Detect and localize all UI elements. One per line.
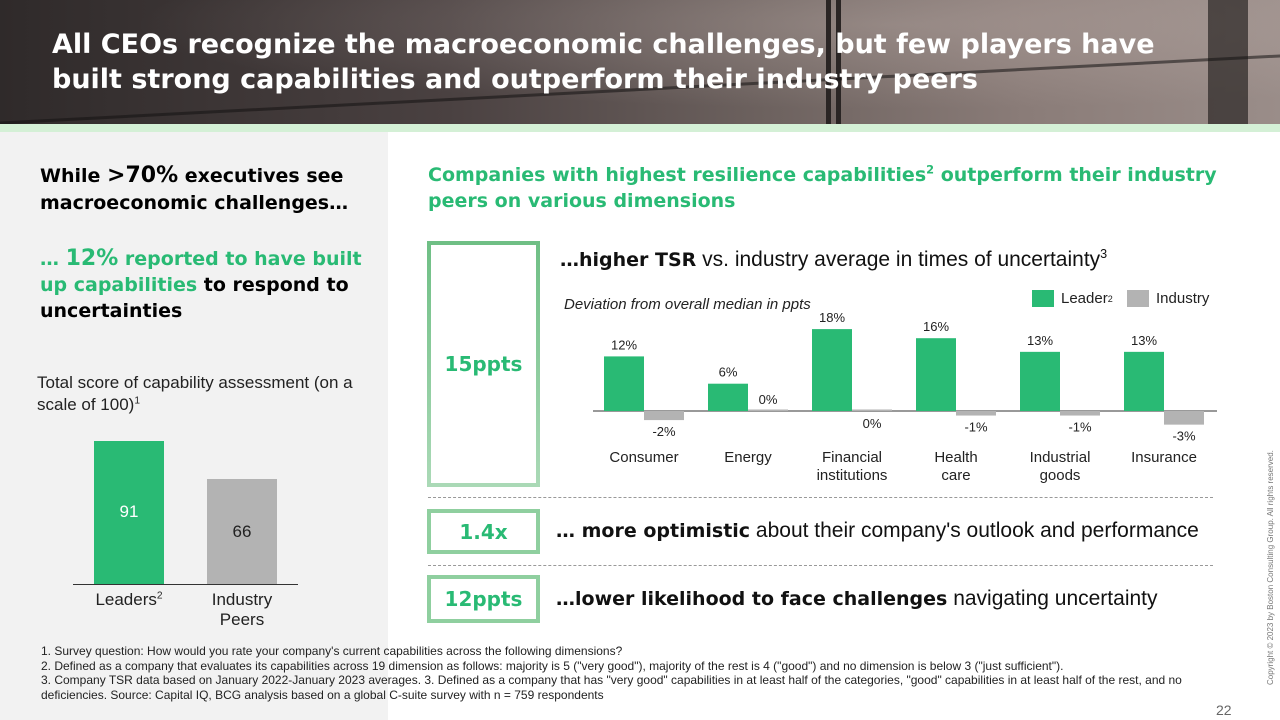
industry-bar-industrial-goods	[1060, 411, 1100, 416]
left-panel	[0, 132, 388, 720]
category-label: Energy	[724, 449, 772, 466]
category-label: Industrial	[1030, 449, 1091, 466]
industry-bar-insurance	[1164, 411, 1204, 425]
data-label: 13%	[1027, 333, 1053, 348]
category-label: Consumer	[609, 449, 678, 466]
category-label: Financial	[822, 449, 882, 466]
peers-score-value: 66	[232, 521, 252, 541]
header-banner: All CEOs recognize the macroeconomic cha…	[0, 0, 1280, 124]
data-label: 0%	[759, 392, 778, 407]
copyright: Copyright © 2023 by Boston Consulting Gr…	[1266, 450, 1275, 685]
tsr-headline: …higher TSR vs. industry average in time…	[560, 247, 1108, 271]
bridge-pylon	[1208, 0, 1248, 124]
bridge-pylon	[826, 0, 831, 124]
data-label: 0%	[863, 416, 882, 431]
footnote: 2. Defined as a company that evaluates i…	[41, 658, 1064, 673]
category-label: Health	[934, 449, 977, 466]
optimism-badge: 1.4x	[427, 509, 540, 554]
legend-industry-swatch	[1127, 290, 1149, 307]
right-section-title: Companies with highest resilience capabi…	[428, 162, 1217, 212]
leaders-label: Leaders2	[95, 590, 163, 609]
footnote: 3. Company TSR data based on January 202…	[41, 673, 1182, 702]
leaders-score-value: 91	[119, 501, 139, 521]
legend-leader-swatch	[1032, 290, 1054, 307]
data-label: 12%	[611, 337, 637, 352]
tsr-badge: 15ppts	[427, 241, 540, 487]
leader-bar-consumer	[604, 356, 644, 411]
category-label: goods	[1040, 467, 1081, 484]
category-label: care	[941, 467, 970, 484]
divider-line	[428, 497, 1213, 498]
challenges-badge: 12ppts	[427, 575, 540, 623]
leaders-score-bar: 91	[94, 441, 164, 584]
leader-bar-health-care	[916, 338, 956, 411]
optimism-text: … more optimistic about their company's …	[556, 519, 1199, 542]
leader-bar-industrial-goods	[1020, 351, 1060, 411]
legend-industry: Industry	[1127, 290, 1209, 307]
peers-score-bar: 66	[207, 479, 277, 584]
data-label: -1%	[964, 420, 988, 435]
data-label: -1%	[1068, 420, 1092, 435]
score-chart-label: Total score of capability assessment (on…	[37, 373, 353, 414]
data-label: 16%	[923, 319, 949, 334]
leader-bar-financial-institutions	[812, 329, 852, 411]
page-title: All CEOs recognize the macroeconomic cha…	[52, 29, 1155, 95]
header-divider	[0, 124, 1280, 132]
left-headline: While >70% executives see macroeconomic …	[40, 163, 349, 214]
data-label: -3%	[1172, 429, 1196, 444]
leader-bar-insurance	[1124, 351, 1164, 411]
data-label: 18%	[819, 310, 845, 325]
data-label: -2%	[652, 424, 676, 439]
headline-stat: 70%	[125, 163, 179, 188]
subheadline-stat: 12%	[65, 246, 119, 271]
industry-bar-consumer	[644, 411, 684, 421]
footnotes: 1. Survey question: How would you rate y…	[41, 644, 1201, 702]
divider-line	[428, 565, 1213, 566]
challenges-text: …lower likelihood to face challenges nav…	[556, 587, 1158, 610]
industry-bar-financial-institutions	[852, 409, 892, 411]
data-label: 6%	[719, 365, 738, 380]
left-subheadline: … 12% reported to have built up capabili…	[40, 246, 362, 322]
header-background-image	[0, 0, 1280, 124]
industry-bar-health-care	[956, 411, 996, 416]
bridge-pylon	[836, 0, 841, 124]
data-label: 13%	[1131, 333, 1157, 348]
category-label: Insurance	[1131, 449, 1197, 466]
deviation-label: Deviation from overall median in ppts	[564, 296, 811, 313]
score-chart-axis	[73, 584, 298, 585]
footnote: 1. Survey question: How would you rate y…	[41, 644, 623, 658]
page-number: 22	[1216, 702, 1232, 718]
category-label: institutions	[817, 467, 888, 484]
tsr-bar-chart: 12% -2% Consumer 6% 0% Energy 18% 0% Financialin…	[593, 310, 1217, 484]
industry-peers-label: Industry Peers	[211, 590, 273, 629]
legend-leader: Leader 2	[1032, 290, 1113, 307]
industry-bar-energy	[748, 409, 788, 411]
leader-bar-energy	[708, 383, 748, 411]
